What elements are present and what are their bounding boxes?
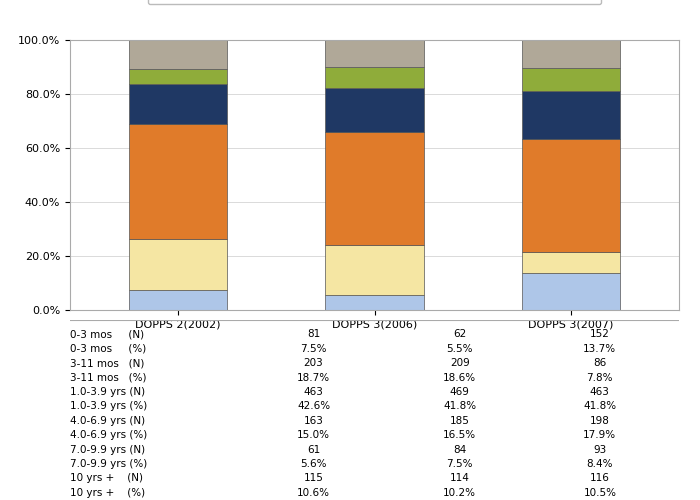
Text: 163: 163 (304, 416, 323, 426)
Text: 10.2%: 10.2% (443, 488, 476, 498)
Text: 1.0-3.9 yrs (N): 1.0-3.9 yrs (N) (70, 387, 145, 397)
Text: 7.8%: 7.8% (587, 372, 613, 382)
Text: 18.6%: 18.6% (443, 372, 476, 382)
Text: 469: 469 (450, 387, 470, 397)
Text: 10.5%: 10.5% (583, 488, 616, 498)
Text: 4.0-6.9 yrs (%): 4.0-6.9 yrs (%) (70, 430, 147, 440)
Text: 1.0-3.9 yrs (%): 1.0-3.9 yrs (%) (70, 402, 147, 411)
Text: 5.6%: 5.6% (300, 459, 327, 469)
Bar (326, 295, 424, 310)
Text: 7.0-9.9 yrs (N): 7.0-9.9 yrs (N) (70, 444, 145, 454)
Bar (129, 290, 228, 310)
Text: 463: 463 (590, 387, 610, 397)
Text: 203: 203 (304, 358, 323, 368)
Bar (522, 139, 620, 252)
Text: 5.5%: 5.5% (447, 344, 473, 354)
Text: 198: 198 (590, 416, 610, 426)
Bar (522, 91, 620, 139)
Text: 62: 62 (453, 330, 466, 340)
Bar (326, 132, 424, 245)
Bar (326, 68, 424, 87)
Text: 61: 61 (307, 444, 320, 454)
Text: 3-11 mos   (N): 3-11 mos (N) (70, 358, 144, 368)
Bar (326, 245, 424, 295)
Text: 152: 152 (590, 330, 610, 340)
Bar (129, 124, 228, 240)
Text: 7.5%: 7.5% (300, 344, 327, 354)
Text: 209: 209 (450, 358, 470, 368)
Text: 4.0-6.9 yrs (N): 4.0-6.9 yrs (N) (70, 416, 145, 426)
Text: 185: 185 (450, 416, 470, 426)
Bar (522, 273, 620, 310)
Text: 8.4%: 8.4% (587, 459, 613, 469)
Text: 13.7%: 13.7% (583, 344, 617, 354)
Text: 81: 81 (307, 330, 320, 340)
Text: 41.8%: 41.8% (443, 402, 476, 411)
Text: 0-3 mos     (N): 0-3 mos (N) (70, 330, 144, 340)
Bar (129, 40, 228, 68)
Text: 15.0%: 15.0% (297, 430, 330, 440)
Text: 116: 116 (590, 474, 610, 484)
Text: 115: 115 (304, 474, 323, 484)
Text: 10.6%: 10.6% (297, 488, 330, 498)
Text: 3-11 mos   (%): 3-11 mos (%) (70, 372, 146, 382)
Bar (522, 68, 620, 91)
Text: 0-3 mos     (%): 0-3 mos (%) (70, 344, 146, 354)
Bar (129, 68, 228, 84)
Bar (129, 240, 228, 290)
Text: 7.0-9.9 yrs (%): 7.0-9.9 yrs (%) (70, 459, 147, 469)
Text: 463: 463 (304, 387, 323, 397)
Bar (522, 40, 620, 68)
Text: 41.8%: 41.8% (583, 402, 617, 411)
Bar (522, 252, 620, 273)
Text: 10 yrs +    (N): 10 yrs + (N) (70, 474, 143, 484)
Text: 84: 84 (453, 444, 466, 454)
Bar (326, 40, 424, 68)
Text: 86: 86 (593, 358, 606, 368)
Bar (129, 84, 228, 124)
Bar (326, 88, 424, 132)
Text: 7.5%: 7.5% (447, 459, 473, 469)
Text: 114: 114 (450, 474, 470, 484)
Text: 42.6%: 42.6% (297, 402, 330, 411)
Text: 17.9%: 17.9% (583, 430, 617, 440)
Text: 93: 93 (593, 444, 606, 454)
Text: 18.7%: 18.7% (297, 372, 330, 382)
Text: 16.5%: 16.5% (443, 430, 476, 440)
Legend: 0-3 mos, 3-11 mos, 1.0-3.9 yrs, 4.0-6.9 yrs, 7.0-9.9 yrs, 10 yrs +: 0-3 mos, 3-11 mos, 1.0-3.9 yrs, 4.0-6.9 … (148, 0, 601, 4)
Text: 10 yrs +    (%): 10 yrs + (%) (70, 488, 145, 498)
